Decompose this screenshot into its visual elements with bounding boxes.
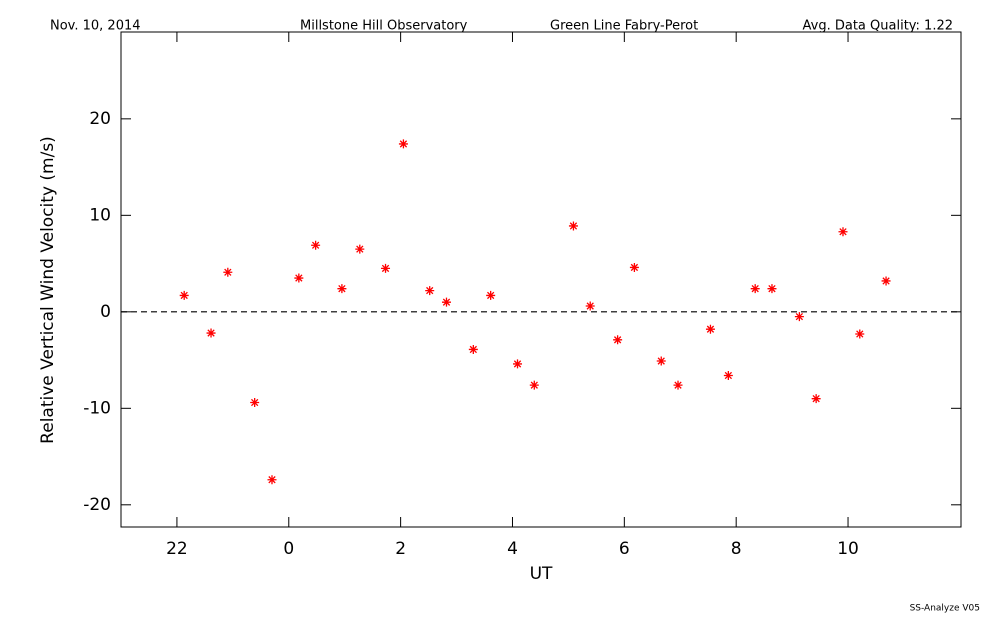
x-tick-label: 4 [507,539,518,559]
x-tick-label: 22 [166,539,188,559]
y-tick-label: -20 [83,495,111,515]
data-point [750,284,760,294]
data-point [613,335,623,345]
y-tick-label: -10 [83,398,111,418]
data-point [529,380,539,390]
data-point [425,286,435,296]
y-tick-label: 20 [89,109,111,129]
x-tick-label: 8 [731,539,742,559]
data-point [838,227,848,237]
data-point [381,263,391,273]
data-point [585,301,595,311]
data-point [705,324,715,334]
data-point [794,312,804,322]
data-point [311,240,321,250]
data-point [811,394,821,404]
data-point [398,139,408,149]
data-point [656,356,666,366]
data-quality: Avg. Data Quality: 1.22 [803,19,953,34]
data-point [441,297,451,307]
data-point [294,273,304,283]
data-point [250,398,260,408]
data-point [629,262,639,272]
data-point [673,380,683,390]
x-tick-label: 2 [395,539,406,559]
data-point [568,221,578,231]
data-point [179,290,189,300]
date: Nov. 10, 2014 [50,19,141,34]
x-tick-label: 0 [283,539,294,559]
data-point [355,244,365,254]
data-point [513,359,523,369]
data-point [767,284,777,294]
instrument: Green Line Fabry-Perot [550,19,698,34]
data-point [723,371,733,381]
data-point [881,276,891,286]
y-axis-label: Relative Vertical Wind Velocity (m/s) [38,136,58,444]
plot-frame [120,31,962,528]
y-tick-label: 10 [89,205,111,225]
x-axis-label: UT [530,564,553,584]
y-tick-label: 0 [100,302,111,322]
data-point [855,329,865,339]
data-point [486,290,496,300]
x-tick-label: 6 [619,539,630,559]
data-point [468,344,478,354]
data-point [223,267,233,277]
x-tick-label: 10 [837,539,859,559]
data-point [337,284,347,294]
footer: SS-Analyze V05 [910,604,980,614]
data-point [206,328,216,338]
data-point [267,475,277,485]
observatory: Millstone Hill Observatory [300,19,468,34]
